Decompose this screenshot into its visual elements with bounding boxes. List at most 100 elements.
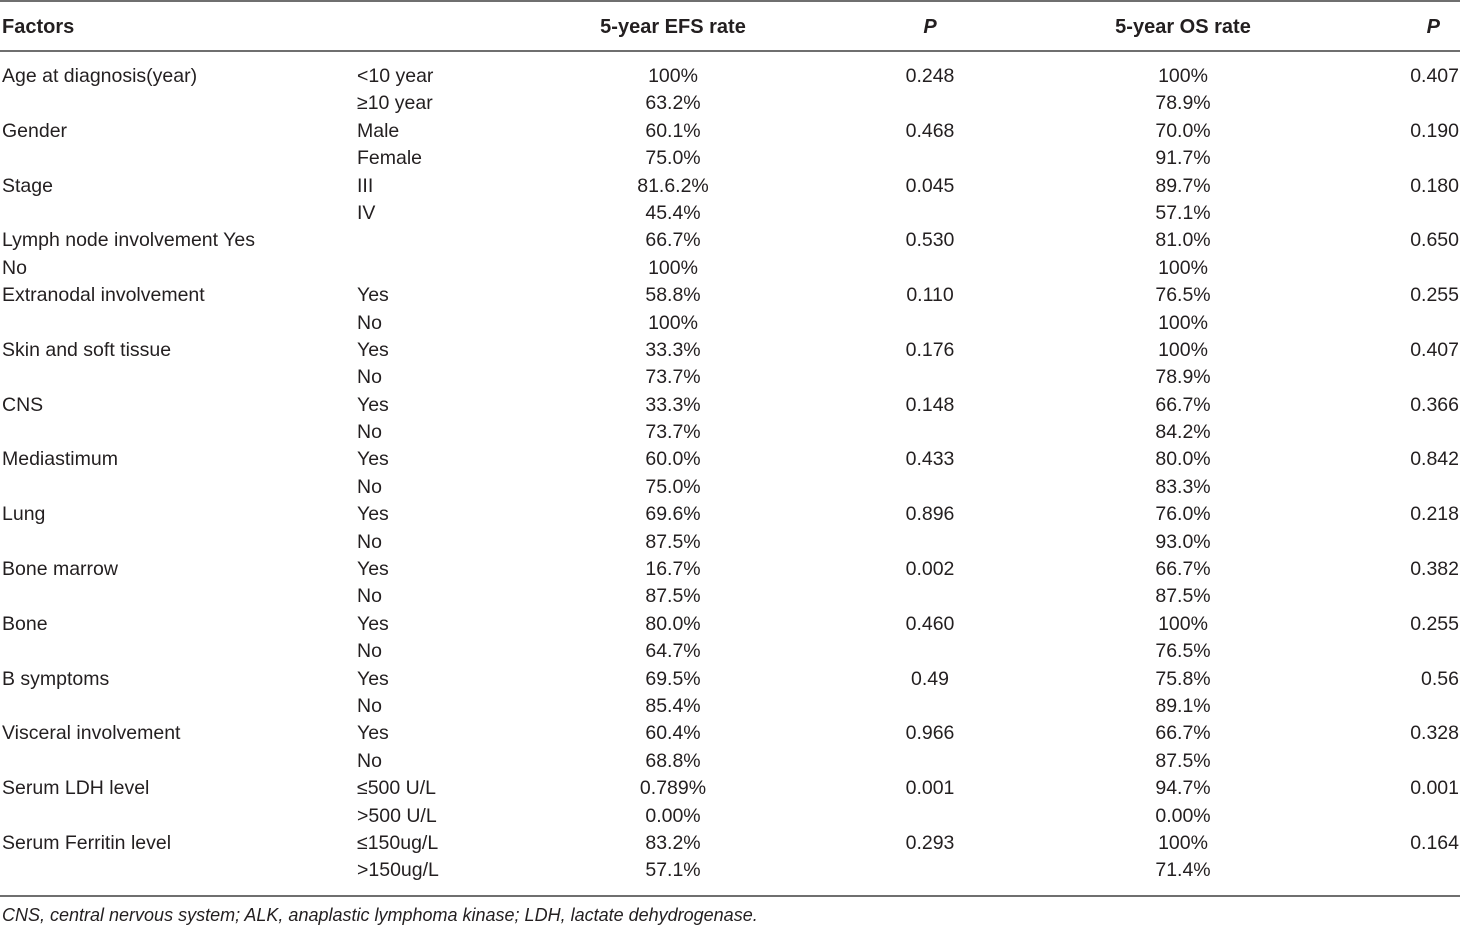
efs-rate-cell: 73.7% [645, 421, 701, 444]
os-rate-cell: 80.0% [1155, 448, 1211, 471]
subgroup-cell: ≤500 U/L [357, 777, 436, 800]
os-rate-cell: 76.5% [1155, 284, 1211, 307]
efs-rate-cell: 85.4% [645, 694, 701, 717]
subgroup-cell: Yes [357, 558, 389, 581]
subgroup-cell: No [357, 749, 382, 772]
factor-cell: No [2, 256, 27, 279]
efs-rate-cell: 57.1% [645, 859, 701, 882]
table-row: >500 U/L 0.00% 0.00% [0, 803, 1460, 830]
efs-rate-cell: 64.7% [645, 640, 701, 663]
p-value-efs-cell: 0.49 [911, 667, 949, 690]
table-row: Stage III 81.6.2% 0.045 89.7% 0.180 [0, 173, 1460, 200]
header-efs-rate: 5-year EFS rate [600, 16, 746, 38]
p-value-efs-cell: 0.148 [905, 393, 955, 416]
subgroup-cell: No [357, 585, 382, 608]
factor-cell: Skin and soft tissue [2, 338, 172, 361]
efs-rate-cell: 87.5% [645, 585, 701, 608]
os-rate-cell: 100% [1158, 831, 1208, 854]
p-value-efs-cell: 0.460 [905, 612, 955, 635]
subgroup-cell: ≥10 year [357, 92, 433, 115]
subgroup-cell: Yes [357, 284, 389, 307]
header-os-rate: 5-year OS rate [1115, 16, 1251, 38]
subgroup-cell: Yes [357, 612, 389, 635]
os-rate-cell: 93.0% [1155, 530, 1211, 553]
table-row: Bone marrow Yes 16.7% 0.002 66.7% 0.382 [0, 556, 1460, 583]
os-rate-cell: 100% [1158, 338, 1208, 361]
subgroup-cell: No [357, 421, 382, 444]
os-rate-cell: 87.5% [1155, 585, 1211, 608]
os-rate-cell: 57.1% [1155, 201, 1211, 224]
subgroup-cell: No [357, 694, 382, 717]
p-value-efs-cell: 0.896 [905, 503, 955, 526]
efs-rate-cell: 60.4% [645, 722, 701, 745]
table-row: No 73.7% 78.9% [0, 364, 1460, 391]
os-rate-cell: 100% [1158, 612, 1208, 635]
efs-rate-cell: 60.0% [645, 448, 701, 471]
table-row: No 85.4% 89.1% [0, 693, 1460, 720]
table-row: No 100% 100% [0, 310, 1460, 337]
table-footnote: CNS, central nervous system; ALK, anapla… [2, 905, 758, 925]
table-row: No 87.5% 87.5% [0, 583, 1460, 610]
table-row: B symptoms Yes 69.5% 0.49 75.8% 0.56 [0, 666, 1460, 693]
subgroup-cell: Yes [357, 722, 389, 745]
factor-cell: Extranodal involvement [2, 284, 205, 307]
efs-rate-cell: 69.6% [645, 503, 701, 526]
p-value-os-cell: 0.366 [1410, 393, 1459, 416]
p-value-efs-cell: 0.433 [905, 448, 955, 471]
p-value-efs-cell: 0.468 [905, 119, 955, 142]
table-row: Age at diagnosis(year) <10 year 100% 0.248 1… [0, 63, 1460, 90]
efs-rate-cell: 73.7% [645, 366, 701, 389]
table-row: ≥10 year 63.2% 78.9% [0, 90, 1460, 117]
efs-rate-cell: 75.0% [645, 475, 701, 498]
os-rate-cell: 76.0% [1155, 503, 1211, 526]
table-row: Visceral involvement Yes 60.4% 0.966 66.7% 0.… [0, 720, 1460, 747]
table-row: Extranodal involvement Yes 58.8% 0.110 76.5%… [0, 282, 1460, 309]
p-value-os-cell: 0.407 [1410, 338, 1459, 361]
os-rate-cell: 94.7% [1155, 777, 1211, 800]
subgroup-cell: III [357, 174, 374, 197]
efs-rate-cell: 100% [648, 311, 698, 334]
efs-rate-cell: 66.7% [645, 229, 701, 252]
p-value-os-cell: 0.56 [1421, 667, 1459, 690]
p-value-efs-cell: 0.001 [905, 777, 955, 800]
p-value-efs-cell: 0.966 [905, 722, 955, 745]
subgroup-cell: Yes [357, 503, 389, 526]
table-row: Female 75.0% 91.7% [0, 145, 1460, 172]
efs-rate-cell: 75.0% [645, 147, 701, 170]
table-body: Age at diagnosis(year) <10 year 100% 0.248 1… [0, 63, 1460, 885]
efs-rate-cell: 45.4% [645, 201, 701, 224]
table-row: CNS Yes 33.3% 0.148 66.7% 0.366 [0, 392, 1460, 419]
table-row: No 73.7% 84.2% [0, 419, 1460, 446]
factor-cell: Serum Ferritin level [2, 831, 172, 854]
efs-rate-cell: 0.789% [639, 777, 707, 800]
table-row: Lung Yes 69.6% 0.896 76.0% 0.218 [0, 501, 1460, 528]
table-row: Mediastimum Yes 60.0% 0.433 80.0% 0.842 [0, 446, 1460, 473]
os-rate-cell: 83.3% [1155, 475, 1211, 498]
subgroup-cell: <10 year [357, 65, 434, 87]
subgroup-cell: Female [357, 147, 423, 170]
efs-rate-cell: 58.8% [645, 284, 701, 307]
p-value-os-cell: 0.180 [1410, 174, 1459, 197]
p-value-efs-cell: 0.176 [905, 338, 955, 361]
efs-rate-cell: 63.2% [645, 92, 701, 115]
subgroup-cell: Yes [357, 667, 389, 690]
p-value-os-cell: 0.190 [1410, 119, 1459, 142]
factor-cell: Bone [2, 612, 48, 635]
efs-rate-cell: 33.3% [645, 338, 701, 361]
efs-rate-cell: 100% [648, 65, 698, 87]
p-value-os-cell: 0.255 [1410, 612, 1459, 635]
factor-cell: Serum LDH level [2, 777, 150, 800]
subgroup-cell: No [357, 640, 382, 663]
subgroup-cell: Yes [357, 393, 389, 416]
subgroup-cell: No [357, 366, 382, 389]
os-rate-cell: 66.7% [1155, 558, 1211, 581]
efs-rate-cell: 68.8% [645, 749, 701, 772]
table-row: >150ug/L 57.1% 71.4% [0, 857, 1460, 884]
table-row: No 100% 100% [0, 255, 1460, 282]
factor-cell: Lymph node involvement Yes [2, 229, 255, 252]
os-rate-cell: 100% [1158, 256, 1208, 279]
table-row: No 87.5% 93.0% [0, 529, 1460, 556]
table-header: Factors 5-year EFS rate P 5-year OS rate… [0, 0, 1460, 52]
os-rate-cell: 91.7% [1155, 147, 1211, 170]
